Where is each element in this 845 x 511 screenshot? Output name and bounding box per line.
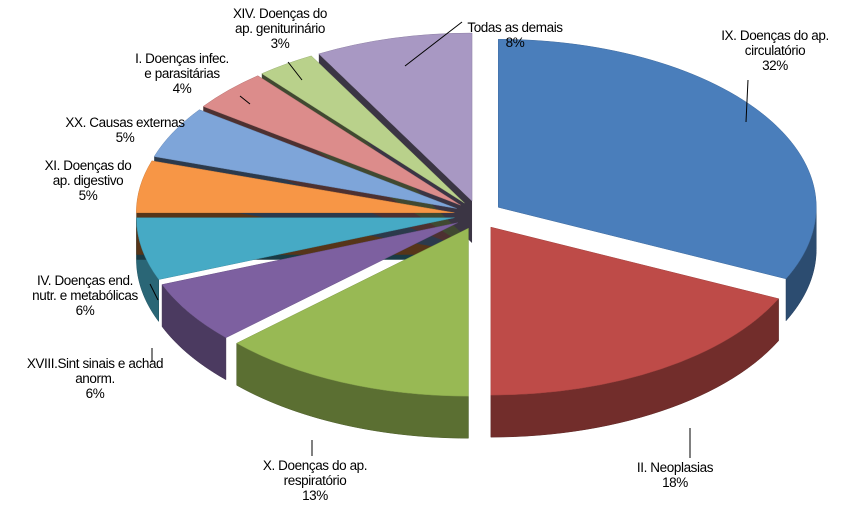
leader-line <box>149 283 159 301</box>
slice-label: XI. Doenças do ap. digestivo <box>45 158 132 188</box>
slice-percent: 3% <box>271 36 290 51</box>
slice-percent: 32% <box>762 58 788 73</box>
slice-percent: 4% <box>173 81 192 96</box>
slice <box>153 109 457 209</box>
slice <box>261 55 465 204</box>
slice-percent: 5% <box>116 130 135 145</box>
leader-line <box>404 21 463 67</box>
slice <box>318 32 473 202</box>
slice-percent: 6% <box>76 303 95 318</box>
slice-label: II. Neoplasias <box>637 460 714 475</box>
slice-label: X. Doenças do ap. respiratório <box>263 458 367 488</box>
slice-label: XVIII.Sint sinais e achad anorm. <box>27 356 163 386</box>
slice-percent: 13% <box>302 488 328 503</box>
slice <box>490 226 780 396</box>
slice-label: IX. Doenças do ap. circulatório <box>721 28 829 58</box>
leader-line <box>745 79 749 123</box>
leader-line <box>287 61 303 81</box>
slice <box>161 222 458 339</box>
slice-label: Todas as demais <box>467 20 563 35</box>
slice <box>136 217 455 280</box>
slice-label: XIV. Doenças do ap. geniturinário <box>233 6 327 36</box>
slice-tops <box>136 32 817 397</box>
leader-line <box>239 95 251 105</box>
slice <box>236 227 469 397</box>
slice-percent: 18% <box>662 475 688 490</box>
slice <box>202 75 461 206</box>
slice-percent: 5% <box>79 188 98 203</box>
slice-label: IV. Doenças end. nutr. e metabólicas <box>32 273 138 303</box>
slice-label: I. Doenças infec. e parasitárias <box>135 51 229 81</box>
slice-percent: 6% <box>86 386 105 401</box>
leader-lines <box>149 21 749 458</box>
slice <box>136 160 455 213</box>
slice <box>498 39 817 280</box>
slice-percent: 8% <box>506 35 525 50</box>
slice-label: XX. Causas externas <box>65 115 185 130</box>
